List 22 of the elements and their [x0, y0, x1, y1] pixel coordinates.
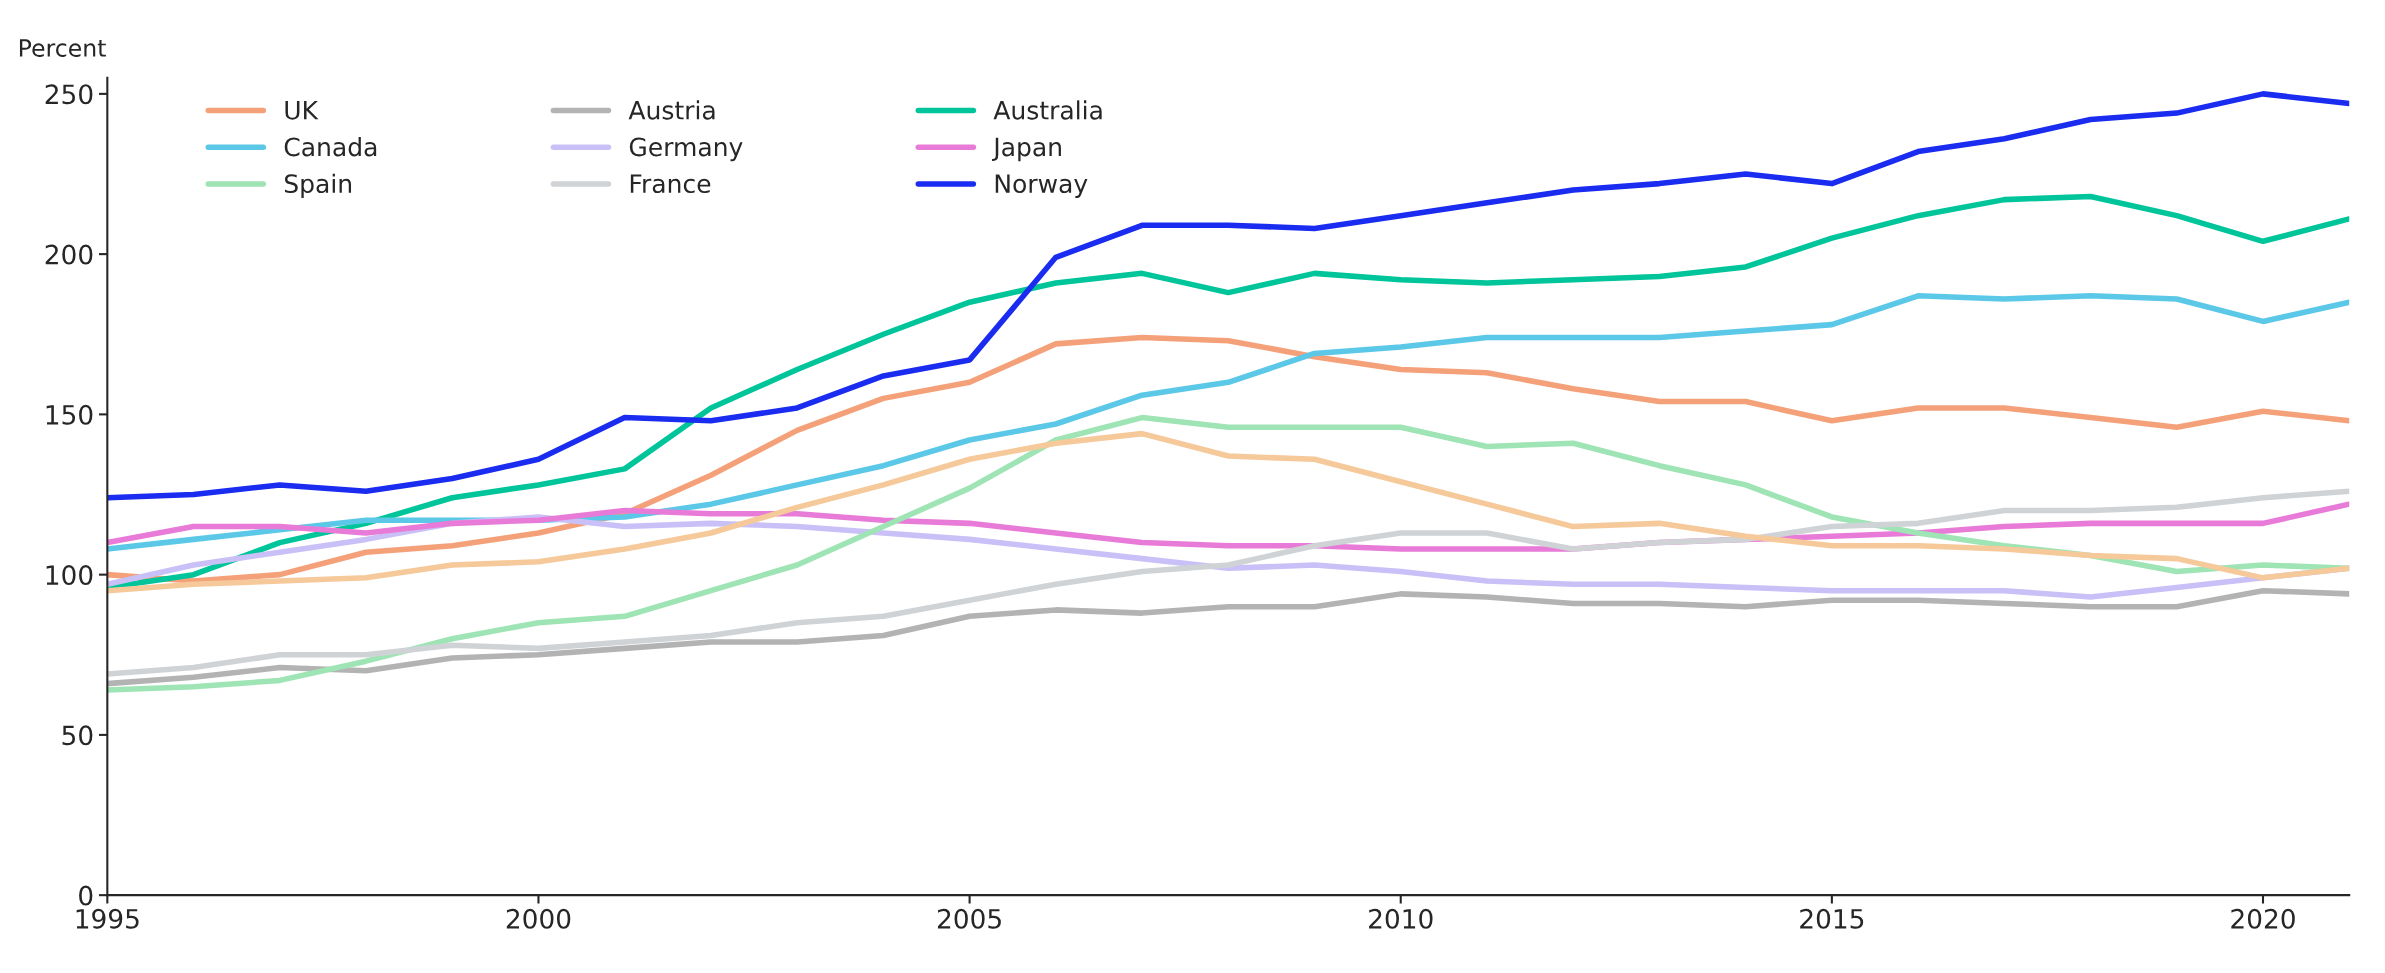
- y-tick-label: 150: [46, 404, 93, 425]
- y-tick-label: 250: [45, 84, 93, 105]
- legend-label: UK: [285, 101, 319, 120]
- legend-label: Japan: [992, 137, 1061, 162]
- x-tick-label: 2015: [1800, 908, 1864, 929]
- x-tick-label: 2020: [2231, 908, 2295, 929]
- x-tick-label: 2005: [937, 908, 1001, 929]
- x-tick-label: 2000: [506, 908, 571, 929]
- legend-label: Australia: [993, 100, 1102, 120]
- legend-label: Norway: [995, 174, 1088, 198]
- y-tick-label: 50: [62, 725, 93, 746]
- legend-label: Canada: [284, 137, 377, 157]
- y-tick-label: 100: [46, 565, 93, 586]
- y-tick-label: 0: [79, 885, 93, 906]
- x-tick-label: 1995: [76, 908, 139, 929]
- x-tick-label: 2010: [1369, 908, 1433, 929]
- legend-label: Austria: [628, 100, 715, 120]
- legend-label: Germany: [629, 137, 743, 162]
- y-tick-label: 200: [45, 244, 93, 265]
- y-axis-title: Percent: [19, 39, 106, 57]
- legend-label: France: [630, 174, 711, 194]
- legend-label: Spain: [284, 173, 352, 198]
